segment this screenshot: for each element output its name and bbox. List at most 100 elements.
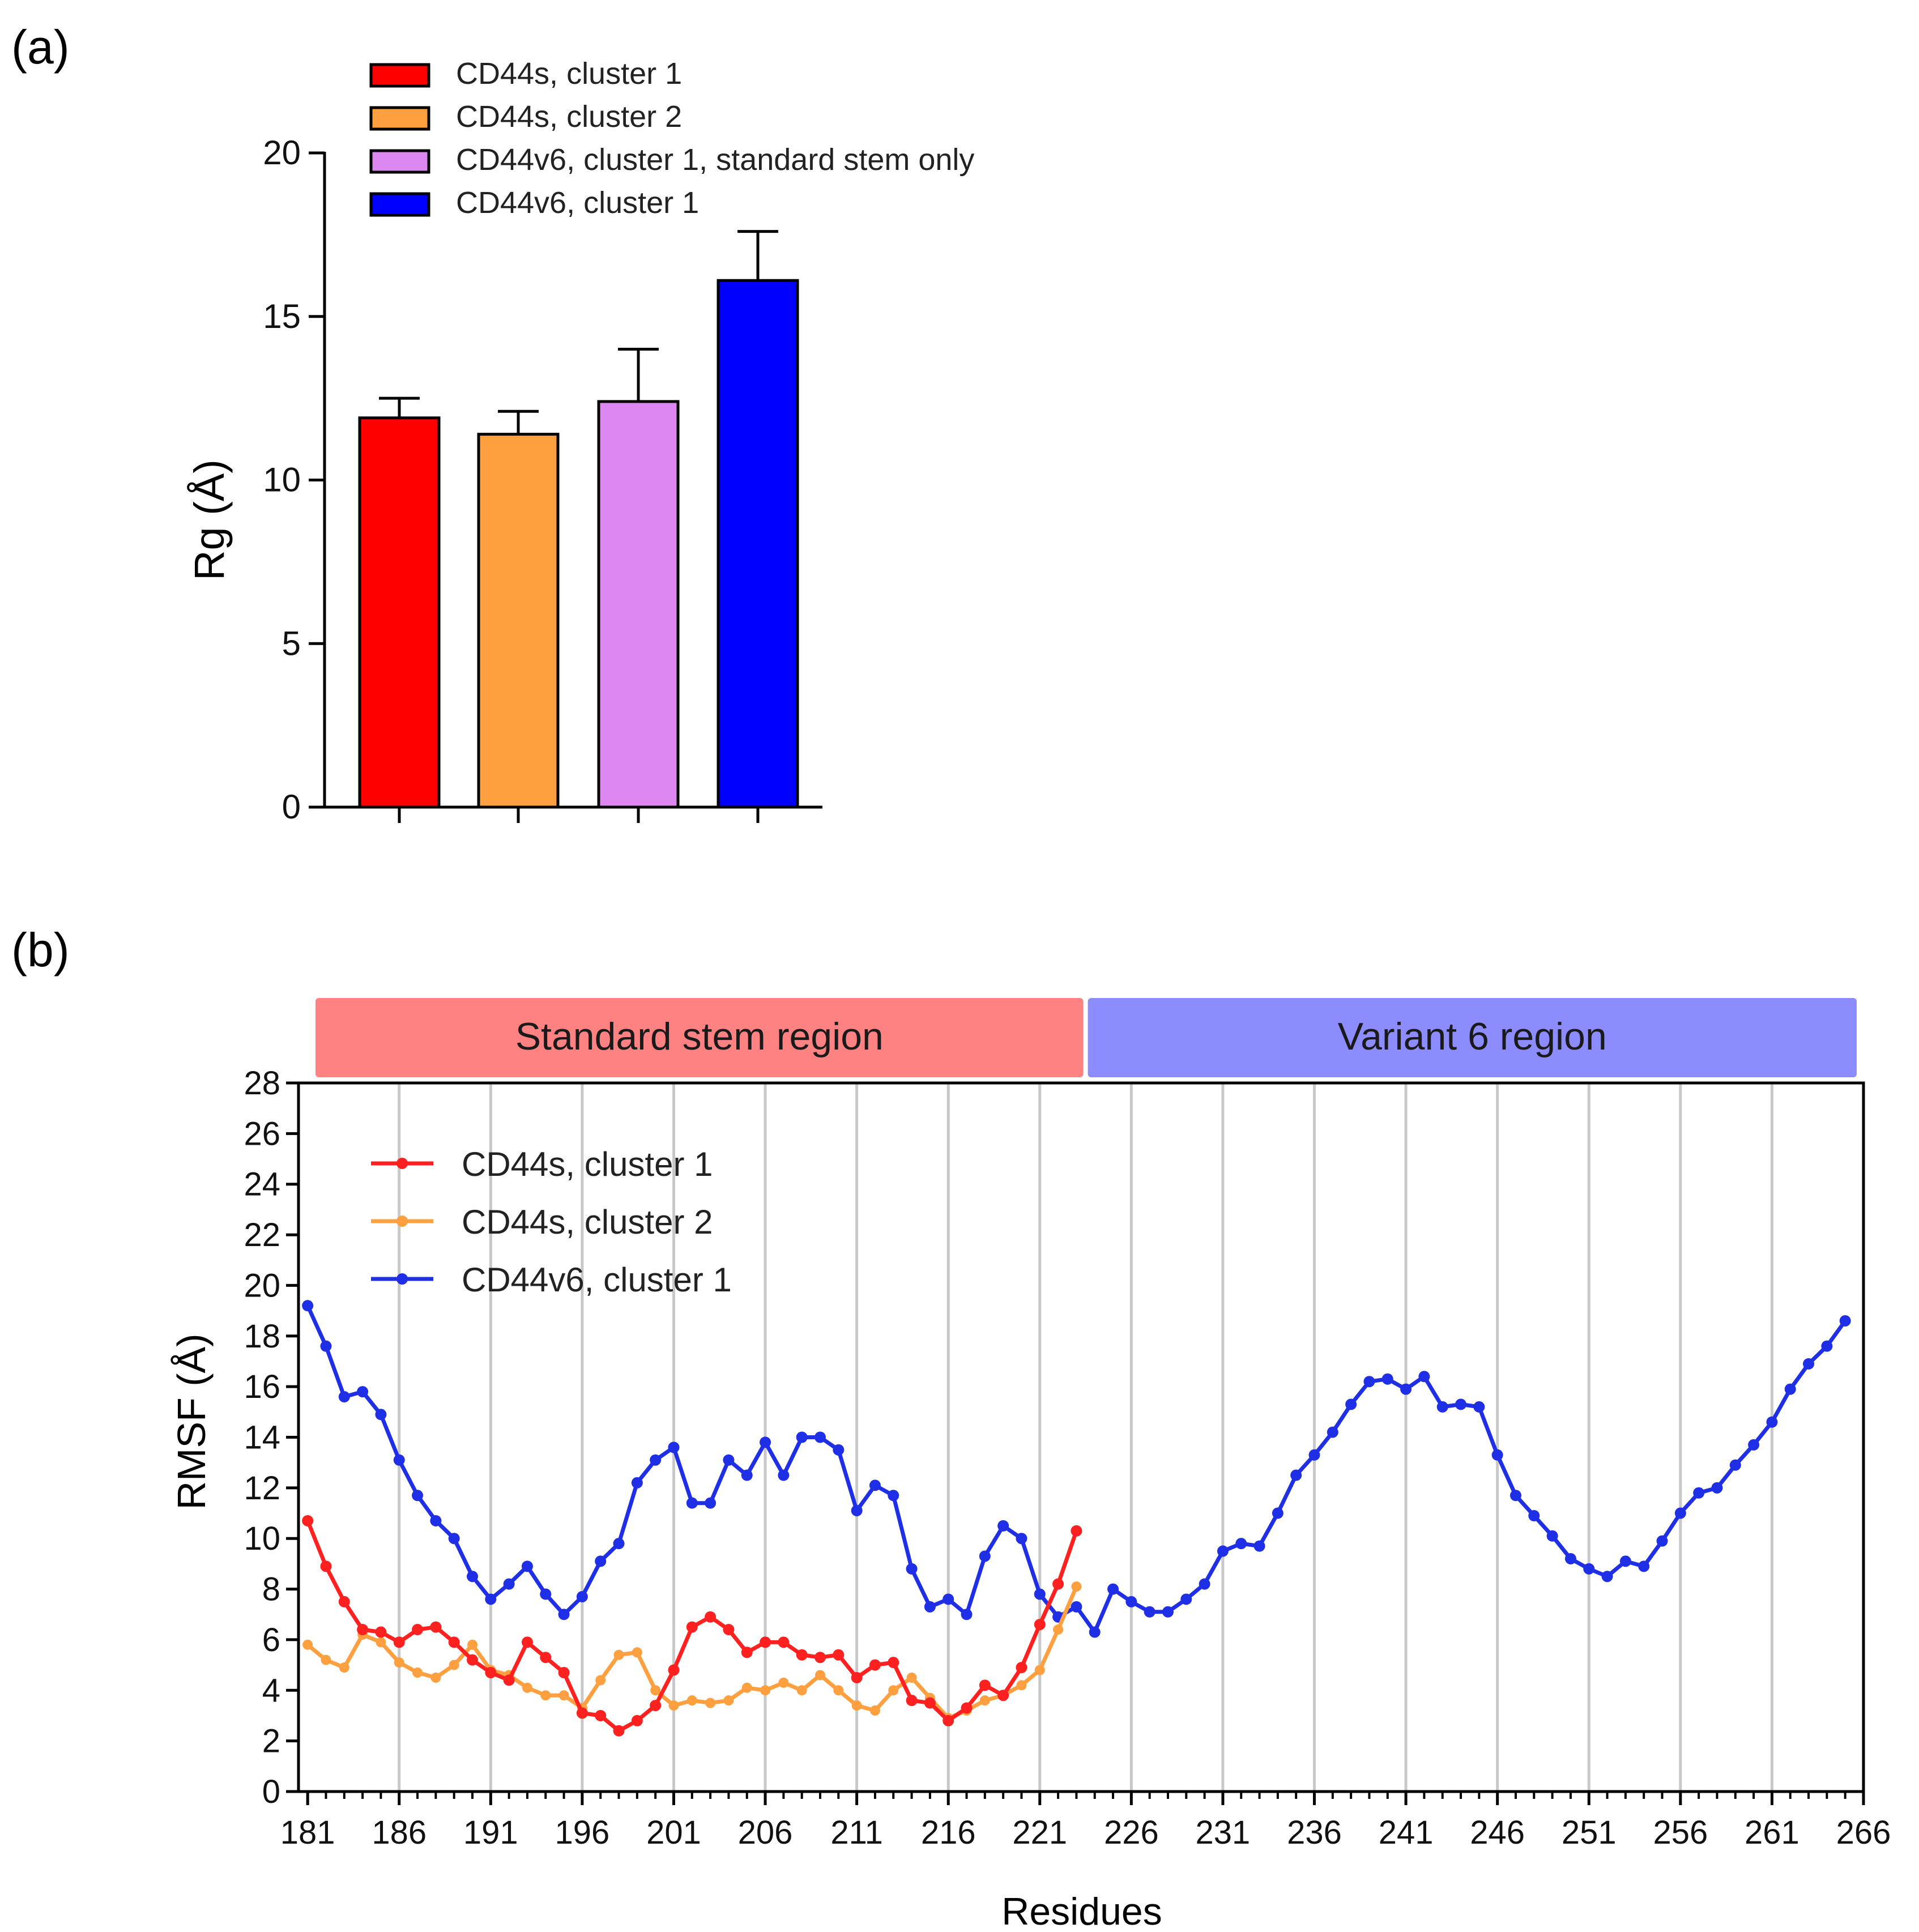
data-point bbox=[412, 1624, 424, 1636]
line-y-tick-label: 18 bbox=[244, 1318, 280, 1355]
data-point bbox=[503, 1674, 515, 1686]
data-point bbox=[558, 1609, 570, 1620]
data-point bbox=[1071, 1525, 1082, 1537]
line-x-tick-label: 181 bbox=[280, 1814, 335, 1851]
data-point bbox=[1674, 1507, 1686, 1519]
line-y-axis-title: RMSF (Å) bbox=[169, 1333, 214, 1509]
line-y-tick-label: 28 bbox=[244, 1065, 280, 1102]
line-x-tick-label: 186 bbox=[372, 1814, 427, 1851]
data-point bbox=[705, 1611, 717, 1623]
data-point bbox=[1235, 1538, 1247, 1550]
data-point bbox=[760, 1436, 771, 1448]
line-x-tick-label: 206 bbox=[738, 1814, 793, 1851]
line-x-tick-label: 201 bbox=[646, 1814, 701, 1851]
data-point bbox=[851, 1505, 863, 1517]
line-legend-label: CD44s, cluster 2 bbox=[462, 1203, 713, 1241]
data-point bbox=[869, 1705, 880, 1716]
data-point bbox=[1510, 1490, 1521, 1502]
data-point bbox=[631, 1477, 643, 1489]
line-x-tick-label: 231 bbox=[1196, 1814, 1251, 1851]
data-point bbox=[1016, 1662, 1027, 1674]
data-point bbox=[1016, 1533, 1027, 1545]
data-point bbox=[1034, 1588, 1046, 1600]
bar-4 bbox=[717, 279, 799, 809]
data-point bbox=[632, 1647, 642, 1658]
line-legend-label: CD44v6, cluster 1 bbox=[462, 1261, 732, 1299]
data-point bbox=[1436, 1401, 1448, 1413]
data-point bbox=[1199, 1578, 1210, 1590]
data-point bbox=[430, 1621, 442, 1633]
data-point bbox=[723, 1624, 735, 1636]
line-y-tick-label: 20 bbox=[244, 1267, 280, 1304]
data-point bbox=[997, 1520, 1009, 1532]
data-point bbox=[1308, 1449, 1320, 1461]
data-point bbox=[686, 1497, 698, 1509]
data-point bbox=[1766, 1416, 1778, 1428]
data-point bbox=[558, 1667, 570, 1679]
data-point bbox=[1564, 1553, 1576, 1564]
data-point bbox=[924, 1601, 936, 1613]
data-point bbox=[448, 1533, 460, 1545]
data-point bbox=[576, 1590, 588, 1602]
data-point bbox=[1418, 1371, 1430, 1383]
bar-legend-label: CD44s, cluster 2 bbox=[456, 100, 682, 134]
data-point bbox=[906, 1672, 917, 1683]
series-3 bbox=[302, 1300, 1851, 1638]
data-point bbox=[302, 1300, 314, 1312]
line-y-tick-label: 2 bbox=[262, 1723, 280, 1760]
plot-frame bbox=[297, 1081, 1865, 1793]
data-point bbox=[760, 1685, 771, 1696]
line-y-tick-label: 12 bbox=[244, 1470, 280, 1507]
bar-3 bbox=[597, 400, 680, 809]
data-point bbox=[943, 1593, 954, 1605]
line-y-tick-label: 10 bbox=[244, 1520, 280, 1557]
data-point bbox=[1345, 1398, 1357, 1410]
line-x-tick-label: 266 bbox=[1836, 1814, 1891, 1851]
data-point bbox=[668, 1441, 680, 1453]
panel-label-a: (a) bbox=[11, 20, 70, 74]
data-point bbox=[833, 1649, 845, 1661]
data-point bbox=[869, 1479, 881, 1491]
data-point bbox=[796, 1649, 808, 1661]
data-point bbox=[1327, 1426, 1338, 1438]
data-point bbox=[1784, 1383, 1796, 1395]
line-x-tick-label: 191 bbox=[463, 1814, 518, 1851]
bar-legend-label: CD44s, cluster 1 bbox=[456, 57, 682, 91]
data-point bbox=[668, 1664, 680, 1676]
line-x-tick-label: 261 bbox=[1745, 1814, 1799, 1851]
data-point bbox=[650, 1700, 662, 1712]
data-point bbox=[1089, 1626, 1101, 1638]
data-point bbox=[1601, 1571, 1613, 1583]
data-point bbox=[961, 1609, 973, 1620]
data-point bbox=[1107, 1583, 1119, 1595]
bar-y-axis-title: Rg (Å) bbox=[186, 459, 233, 581]
rmsf-line-chart: Standard stem region Variant 6 region 024… bbox=[169, 998, 1891, 1932]
data-point bbox=[320, 1560, 332, 1572]
data-point bbox=[1821, 1340, 1833, 1352]
data-point bbox=[723, 1695, 734, 1706]
data-point bbox=[338, 1391, 350, 1403]
data-point bbox=[430, 1515, 442, 1526]
data-point bbox=[320, 1340, 332, 1352]
data-point bbox=[705, 1698, 716, 1708]
data-point bbox=[869, 1659, 881, 1671]
data-point bbox=[833, 1685, 844, 1696]
data-point bbox=[778, 1469, 790, 1481]
line-legend-marker bbox=[396, 1273, 408, 1285]
series-2 bbox=[302, 1581, 1082, 1724]
data-point bbox=[1455, 1398, 1467, 1410]
data-point bbox=[1272, 1507, 1283, 1519]
data-point bbox=[833, 1444, 845, 1456]
data-point bbox=[705, 1497, 717, 1509]
data-point bbox=[540, 1690, 551, 1701]
data-point bbox=[1473, 1401, 1485, 1413]
bar-legend-swatch bbox=[369, 192, 430, 217]
data-point bbox=[430, 1672, 441, 1683]
data-point bbox=[888, 1685, 899, 1696]
line-y-tick-label: 24 bbox=[244, 1166, 280, 1203]
data-point bbox=[540, 1588, 552, 1600]
data-point bbox=[815, 1670, 825, 1681]
data-point bbox=[1748, 1439, 1760, 1451]
data-point bbox=[631, 1715, 643, 1726]
data-point bbox=[1803, 1358, 1815, 1370]
